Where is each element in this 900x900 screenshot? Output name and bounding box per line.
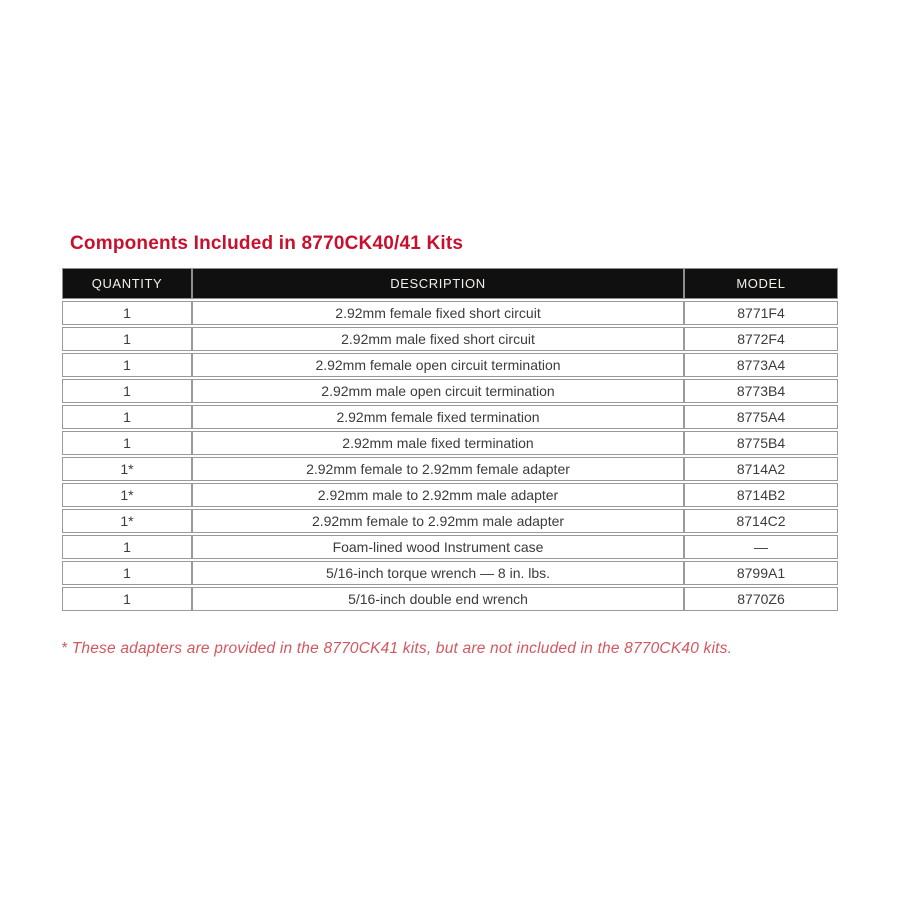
model-cell: 8775A4 [684, 405, 838, 429]
description-cell: 2.92mm female open circuit termination [192, 353, 684, 377]
description-cell: 5/16-inch double end wrench [192, 587, 684, 611]
table-header-row: QUANTITY DESCRIPTION MODEL [62, 268, 838, 299]
footnote: * These adapters are provided in the 877… [61, 640, 733, 657]
quantity-cell: 1 [62, 431, 192, 455]
model-cell: 8770Z6 [684, 587, 838, 611]
description-cell: 2.92mm female to 2.92mm female adapter [192, 457, 684, 481]
table-body: 1 2.92mm female fixed short circuit 8771… [62, 301, 838, 611]
description-cell: 2.92mm male fixed termination [192, 431, 684, 455]
model-cell: 8714A2 [684, 457, 838, 481]
quantity-cell: 1* [62, 457, 192, 481]
description-cell: 2.92mm female to 2.92mm male adapter [192, 509, 684, 533]
model-cell: 8773B4 [684, 379, 838, 403]
model-cell: 8714C2 [684, 509, 838, 533]
table-row: 1* 2.92mm male to 2.92mm male adapter 87… [62, 483, 838, 507]
quantity-cell: 1 [62, 327, 192, 351]
model-cell: 8773A4 [684, 353, 838, 377]
table-row: 1 2.92mm female fixed short circuit 8771… [62, 301, 838, 325]
model-cell: 8799A1 [684, 561, 838, 585]
description-cell: Foam-lined wood Instrument case [192, 535, 684, 559]
table-row: 1* 2.92mm female to 2.92mm male adapter … [62, 509, 838, 533]
description-cell: 2.92mm male open circuit termination [192, 379, 684, 403]
description-cell: 2.92mm female fixed short circuit [192, 301, 684, 325]
quantity-cell: 1* [62, 509, 192, 533]
column-header-model: MODEL [684, 268, 838, 299]
model-cell: — [684, 535, 838, 559]
table-row: 1 2.92mm female fixed termination 8775A4 [62, 405, 838, 429]
components-table: QUANTITY DESCRIPTION MODEL 1 2.92mm fema… [62, 266, 838, 613]
quantity-cell: 1 [62, 379, 192, 403]
description-cell: 2.92mm male fixed short circuit [192, 327, 684, 351]
description-cell: 2.92mm female fixed termination [192, 405, 684, 429]
quantity-cell: 1 [62, 587, 192, 611]
table-row: 1 2.92mm male fixed termination 8775B4 [62, 431, 838, 455]
quantity-cell: 1 [62, 561, 192, 585]
table-row: 1 2.92mm female open circuit termination… [62, 353, 838, 377]
quantity-cell: 1 [62, 301, 192, 325]
model-cell: 8775B4 [684, 431, 838, 455]
quantity-cell: 1 [62, 353, 192, 377]
table-row: 1 5/16-inch torque wrench — 8 in. lbs. 8… [62, 561, 838, 585]
column-header-quantity: QUANTITY [62, 268, 192, 299]
table-row: 1 5/16-inch double end wrench 8770Z6 [62, 587, 838, 611]
table-row: 1 2.92mm male fixed short circuit 8772F4 [62, 327, 838, 351]
table-row: 1 Foam-lined wood Instrument case — [62, 535, 838, 559]
quantity-cell: 1 [62, 405, 192, 429]
page-title: Components Included in 8770CK40/41 Kits [70, 233, 464, 254]
quantity-cell: 1* [62, 483, 192, 507]
model-cell: 8714B2 [684, 483, 838, 507]
table-row: 1* 2.92mm female to 2.92mm female adapte… [62, 457, 838, 481]
quantity-cell: 1 [62, 535, 192, 559]
model-cell: 8772F4 [684, 327, 838, 351]
model-cell: 8771F4 [684, 301, 838, 325]
table-row: 1 2.92mm male open circuit termination 8… [62, 379, 838, 403]
description-cell: 2.92mm male to 2.92mm male adapter [192, 483, 684, 507]
description-cell: 5/16-inch torque wrench — 8 in. lbs. [192, 561, 684, 585]
column-header-description: DESCRIPTION [192, 268, 684, 299]
